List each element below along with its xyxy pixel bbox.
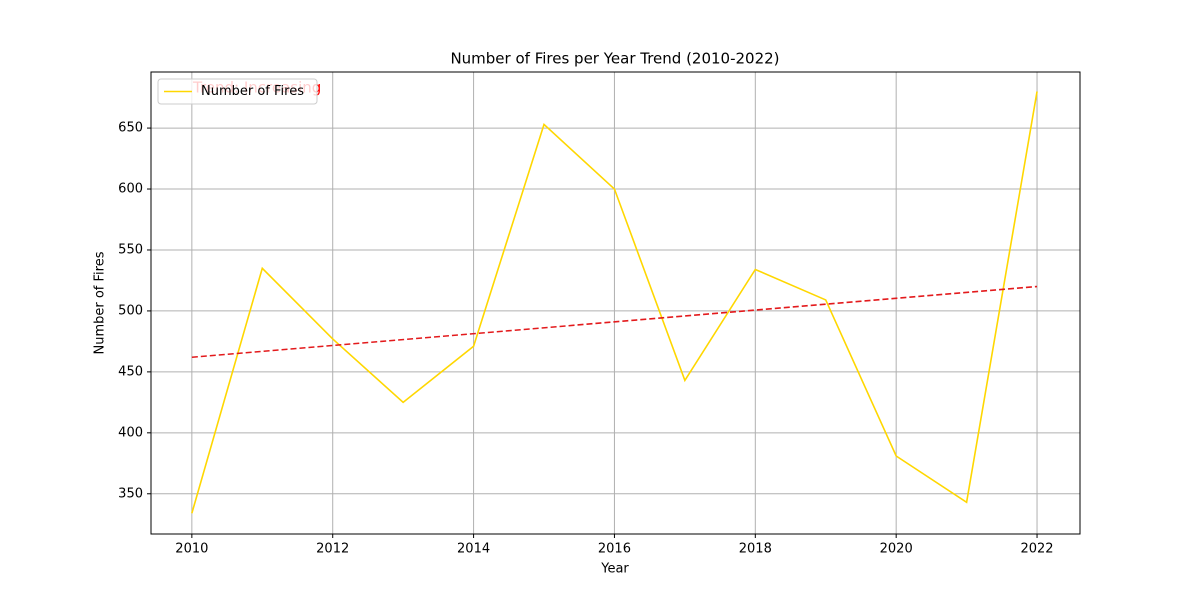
legend-box	[157, 78, 318, 105]
y-tick-label: 550	[118, 242, 143, 257]
x-tick-label: 2020	[880, 542, 913, 557]
y-axis-label: Number of Fires	[93, 251, 108, 354]
y-tick-label: 350	[118, 486, 143, 501]
chart-title: Number of Fires per Year Trend (2010-202…	[450, 50, 779, 68]
grid: 350 400 450 500 550 600 650 2010 2012 2014 2016 201…	[118, 72, 1080, 557]
x-tick-label: 2012	[316, 542, 349, 557]
x-tick-label: 2018	[739, 542, 772, 557]
y-tick-label: 600	[118, 182, 143, 197]
y-tick-label: 450	[118, 364, 143, 379]
x-tick-label: 2022	[1020, 542, 1053, 557]
legend: Number of Fires	[157, 78, 318, 105]
x-axis-label: Year	[600, 562, 629, 577]
legend-label: Number of Fires	[201, 84, 304, 99]
y-tick-label: 500	[118, 303, 143, 318]
x-tick-label: 2014	[457, 542, 490, 557]
axes-frame	[150, 71, 1081, 535]
x-tick-label: 2016	[598, 542, 631, 557]
y-tick-label: 650	[118, 121, 143, 136]
x-tick-label: 2010	[175, 542, 208, 557]
y-tick-label: 400	[118, 425, 143, 440]
data-line	[191, 91, 1038, 514]
trend-line	[191, 285, 1038, 359]
